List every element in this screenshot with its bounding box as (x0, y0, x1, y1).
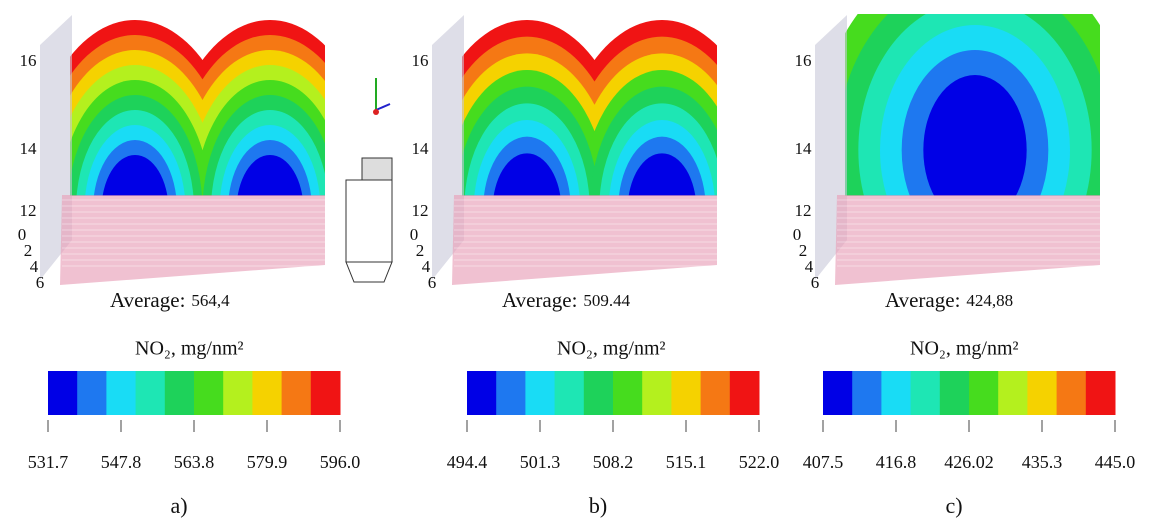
colorbar-cell (164, 371, 195, 415)
unit-label: NO₂, mg/nm² (910, 338, 1019, 360)
axis-tick-label: 14 (20, 139, 38, 158)
colorbar-cell (969, 371, 999, 415)
colorbar-tick-label: 494.4 (447, 452, 488, 472)
axis-tick-label: 4 (30, 257, 39, 276)
colorbar-tick-label: 579.9 (247, 452, 288, 472)
colorbar-tick-label: 435.3 (1022, 452, 1063, 472)
axis-tick-label: 14 (795, 139, 813, 158)
axis-tick-label: 16 (795, 51, 812, 70)
unit-label: NO₂, mg/nm² (135, 338, 244, 360)
colorbar-cell (310, 371, 341, 415)
average-value: 564,4 (191, 291, 230, 310)
colorbar-tick-label: 501.3 (520, 452, 561, 472)
contour-band (237, 155, 303, 196)
colorbar-cell (135, 371, 166, 415)
colorbar-tick-label: 416.8 (876, 452, 917, 472)
floor (60, 195, 325, 285)
average-label: Average: (502, 288, 577, 312)
axis-tick-label: 12 (412, 201, 429, 220)
colorbar-cell (106, 371, 137, 415)
panel-label: b) (589, 493, 607, 518)
colorbar-cell (823, 371, 853, 415)
panel-label: c) (945, 493, 962, 518)
colorbar-cell (729, 371, 760, 415)
colorbar-cell (998, 371, 1028, 415)
colorbar-cell (613, 371, 643, 415)
colorbar-tick-label: 407.5 (803, 452, 844, 472)
colorbar-cell (671, 371, 702, 415)
contour-band (923, 75, 1027, 196)
unit-label: NO₂, mg/nm² (557, 338, 666, 360)
axis-tick-label: 2 (416, 241, 425, 260)
colorbar-cell (77, 371, 107, 415)
axis-tick-label: 0 (18, 225, 27, 244)
axis-tick-label: 16 (20, 51, 37, 70)
axis-tick-label: 12 (20, 201, 37, 220)
axis-tick-label: 6 (811, 273, 820, 292)
colorbar-cell (554, 371, 585, 415)
colorbar-cell (1085, 371, 1116, 415)
axis-tick-label: 14 (412, 139, 430, 158)
average-value: 509.44 (583, 291, 630, 310)
axis-tick-label: 2 (24, 241, 33, 260)
average-value: 424,88 (966, 291, 1013, 310)
colorbar-cell (910, 371, 941, 415)
average: Average: 509.44 (502, 288, 631, 312)
colorbar-cell (700, 371, 731, 415)
colorbar-cell (281, 371, 312, 415)
average-label: Average: (885, 288, 960, 312)
colorbar-cell (467, 371, 497, 415)
contour-band (102, 155, 168, 196)
axis-tick-label: 6 (428, 273, 437, 292)
colorbar-cell (642, 371, 672, 415)
colorbar-tick-label: 531.7 (28, 452, 69, 472)
colorbar-cell (252, 371, 283, 415)
colorbar-cell (881, 371, 912, 415)
floor (835, 195, 1100, 285)
colorbar-tick-label: 522.0 (739, 452, 780, 472)
contour-band (493, 153, 561, 196)
average: Average: 424,88 (885, 288, 1013, 312)
axis-tick-label: 4 (805, 257, 814, 276)
colorbar-cell (194, 371, 224, 415)
axis-tick-label: 6 (36, 273, 45, 292)
contour-plot (462, 20, 717, 196)
colorbar-tick-label: 515.1 (666, 452, 707, 472)
axis-tick-label: 0 (793, 225, 802, 244)
colorbar-tick-label: 596.0 (320, 452, 361, 472)
colorbar-cell (1056, 371, 1087, 415)
colorbar-tick-label: 445.0 (1095, 452, 1136, 472)
colorbar-tick-label: 508.2 (593, 452, 634, 472)
floor (452, 195, 717, 285)
colorbar-tick-label: 547.8 (101, 452, 142, 472)
contour-plot (845, 14, 1100, 196)
colorbar-cell (525, 371, 556, 415)
colorbar-cell (496, 371, 526, 415)
average-label: Average: (110, 288, 185, 312)
panel-label: a) (170, 493, 187, 518)
axis-tick-label: 0 (410, 225, 419, 244)
average: Average: 564,4 (110, 288, 230, 312)
colorbar-cell (48, 371, 78, 415)
colorbar-cell (583, 371, 614, 415)
axis-tick-label: 16 (412, 51, 429, 70)
orientation-icon (345, 78, 393, 283)
colorbar-cell (939, 371, 970, 415)
contour-band (628, 153, 696, 196)
colorbar-tick-label: 426.02 (944, 452, 994, 472)
colorbar-tick-label: 563.8 (174, 452, 215, 472)
colorbar-cell (223, 371, 253, 415)
contour-plot (70, 20, 325, 196)
colorbar-cell (1027, 371, 1058, 415)
axis-tick-label: 12 (795, 201, 812, 220)
axis-tick-label: 4 (422, 257, 431, 276)
axis-tick-label: 2 (799, 241, 808, 260)
colorbar-cell (852, 371, 882, 415)
